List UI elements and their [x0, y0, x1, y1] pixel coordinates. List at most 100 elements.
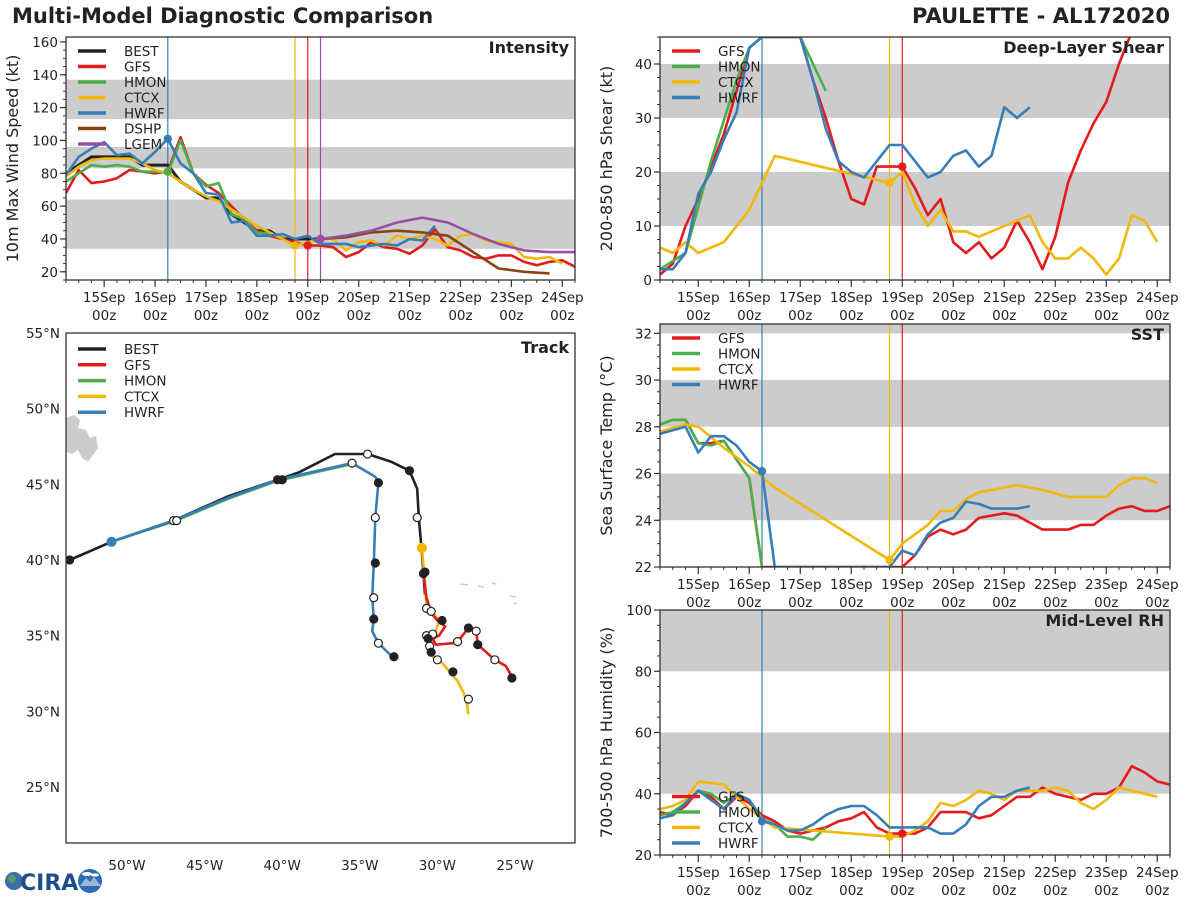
track-point-hwrf — [373, 638, 384, 648]
y-tick-label: 22 — [635, 560, 652, 576]
x-tick-label-hour: 00z — [1043, 883, 1067, 899]
longitude-label: 50°W — [108, 858, 145, 874]
x-tick-label-hour: 00z — [992, 595, 1016, 611]
x-tick-label-date: 23Sep — [1085, 290, 1128, 306]
x-tick-label-hour: 00z — [737, 883, 761, 899]
x-tick-label-hour: 00z — [941, 595, 965, 611]
track-point-hwrf — [172, 516, 182, 526]
track-point-ctcx — [463, 694, 474, 704]
legend-label-hwrf: HWRF — [718, 836, 759, 852]
longitude-label: 40°W — [264, 858, 301, 874]
land-azores — [491, 582, 497, 585]
init-marker-hwrf — [163, 134, 172, 143]
x-tick-label-date: 21Sep — [388, 290, 431, 306]
series-line-ctcx — [660, 154, 1159, 276]
y-tick-label: 20 — [41, 265, 58, 281]
legend-label-hmon: HMON — [124, 75, 167, 91]
legend-label-hmon: HMON — [718, 60, 761, 76]
x-tick-label-date: 21Sep — [983, 577, 1026, 593]
series-line-hwrf — [660, 37, 1031, 271]
series-line-gfs — [660, 37, 1132, 276]
x-tick-label-hour: 00z — [788, 308, 812, 324]
track-line-gfs — [422, 573, 514, 678]
x-tick-label-date: 21Sep — [983, 865, 1026, 881]
x-tick-label-date: 23Sep — [1085, 865, 1128, 881]
land-azores — [477, 585, 485, 588]
legend-label-ctcx: CTCX — [718, 362, 754, 378]
x-tick-label-date: 22Sep — [1034, 290, 1077, 306]
x-tick-label-date: 16Sep — [728, 290, 771, 306]
legend-label-ctcx: CTCX — [718, 75, 754, 91]
shaded-band — [660, 610, 1170, 672]
x-tick-label-hour: 00z — [686, 883, 710, 899]
track-point-best — [362, 449, 373, 459]
x-tick-label-date: 15Sep — [677, 865, 720, 881]
panel-title: Track — [521, 338, 569, 357]
track-point-hwrf — [389, 652, 399, 662]
y-tick-label: 60 — [635, 726, 652, 742]
track-point-hwrf — [369, 593, 379, 603]
y-tick-label: 80 — [41, 166, 58, 182]
shaded-band — [660, 324, 1170, 334]
legend-label-lgem: LGEM — [124, 137, 162, 153]
x-tick-label-date: 16Sep — [728, 577, 771, 593]
shaded-band — [660, 172, 1170, 226]
x-tick-label-date: 18Sep — [236, 290, 279, 306]
x-tick-label-hour: 00z — [686, 595, 710, 611]
x-tick-label-date: 19Sep — [881, 577, 924, 593]
x-tick-label-hour: 00z — [1094, 883, 1118, 899]
track-point-ctcx — [437, 615, 447, 626]
init-marker-gfs — [303, 241, 312, 250]
y-tick-label: 80 — [635, 664, 652, 680]
x-tick-label-hour: 00z — [1043, 595, 1067, 611]
x-tick-label-date: 16Sep — [134, 290, 177, 306]
track-point-hwrf — [370, 558, 380, 568]
x-tick-label-date: 19Sep — [286, 290, 329, 306]
x-tick-label-date: 21Sep — [983, 290, 1026, 306]
series-line-dshp — [320, 229, 550, 275]
x-tick-label-hour: 00z — [347, 308, 371, 324]
x-tick-label-hour: 00z — [788, 883, 812, 899]
y-axis-label: Sea Surface Temp (°C) — [597, 355, 616, 535]
y-tick-label: 100 — [32, 133, 58, 149]
track-point-gfs — [418, 568, 429, 579]
x-tick-label-hour: 00z — [1145, 308, 1169, 324]
series-line-lgem — [320, 216, 575, 254]
shaded-band — [660, 380, 1170, 427]
longitude-label: 30°W — [419, 858, 456, 874]
track-point-ctcx — [426, 606, 436, 616]
x-tick-label-date: 23Sep — [490, 290, 533, 306]
figure-title: Multi-Model Diagnostic Comparison — [12, 4, 434, 28]
shear-panel: 0 10 20 30 40 15Sep 00z 16Sep 00z 17Sep 00z 18Sep 00… — [597, 36, 1179, 324]
legend-label-best: BEST — [124, 44, 159, 60]
track-point-hwrf — [370, 512, 380, 523]
track-series-group — [66, 449, 517, 715]
x-tick-label-hour: 00z — [788, 595, 812, 611]
x-tick-label-hour: 00z — [839, 595, 863, 611]
series-line-hwrf — [660, 425, 1031, 567]
track-point-hwrf — [277, 475, 287, 485]
legend-label-hmon: HMON — [124, 374, 167, 390]
x-tick-label-hour: 00z — [890, 595, 914, 611]
x-tick-label-hour: 00z — [737, 595, 761, 611]
latitude-label: 30°N — [26, 704, 60, 720]
y-tick-label: 28 — [635, 420, 652, 436]
x-tick-label-date: 24Sep — [1136, 865, 1179, 881]
x-tick-label-date: 23Sep — [1085, 577, 1128, 593]
latitude-label: 40°N — [26, 553, 60, 569]
y-axis-label: 10m Max Wind Speed (kt) — [3, 55, 22, 263]
track-point-hwrf — [106, 536, 117, 547]
land-azores — [509, 595, 517, 598]
land-azores — [459, 583, 469, 586]
x-tick-label-hour: 00z — [1145, 883, 1169, 899]
sst-panel: 22 24 26 28 30 32 15Sep 00z 16Sep 00z 17Sep 00z 18Se… — [597, 323, 1179, 611]
x-tick-label-date: 16Sep — [728, 865, 771, 881]
x-tick-label-date: 24Sep — [1136, 577, 1179, 593]
y-tick-label: 20 — [635, 165, 652, 181]
track-point-best — [412, 512, 422, 523]
legend-label-gfs: GFS — [718, 790, 745, 806]
track-line-best — [66, 452, 427, 595]
init-marker-ctcx — [885, 178, 894, 187]
y-tick-label: 100 — [626, 603, 652, 619]
y-tick-label: 32 — [635, 326, 652, 342]
